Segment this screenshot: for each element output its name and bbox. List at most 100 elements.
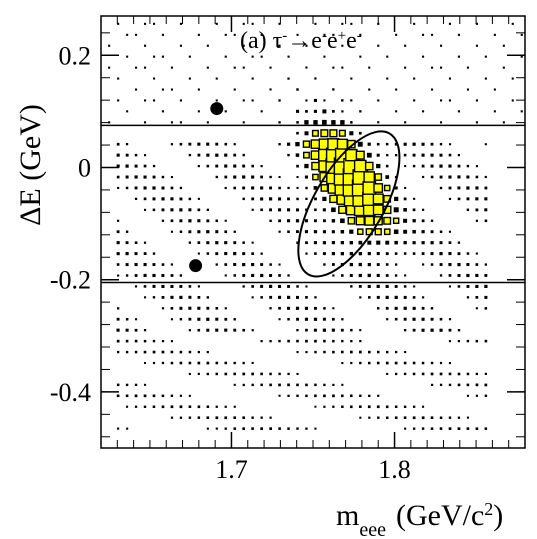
mc-box	[373, 183, 384, 193]
mc-box	[340, 252, 344, 256]
mc-box	[188, 416, 192, 419]
mc-box	[332, 263, 335, 266]
mc-box	[502, 44, 505, 47]
mc-box	[242, 361, 245, 365]
mc-box	[331, 328, 335, 332]
mc-box	[403, 361, 407, 365]
mc-box	[403, 295, 407, 299]
mc-box	[233, 175, 237, 179]
mc-box	[493, 110, 496, 113]
mc-box	[170, 416, 174, 419]
mc-box	[323, 99, 326, 102]
mc-box	[350, 77, 353, 80]
mc-box	[484, 219, 488, 223]
mc-box	[295, 153, 300, 157]
mc-box	[314, 296, 317, 299]
mc-box	[224, 416, 228, 420]
mc-box	[448, 416, 452, 419]
mc-box	[349, 229, 354, 234]
mc-box	[368, 416, 371, 419]
mc-box	[368, 394, 371, 397]
mc-box	[404, 66, 407, 69]
mc-box	[393, 229, 399, 234]
mc-box	[278, 176, 281, 179]
mc-box	[484, 427, 488, 430]
mc-box	[296, 329, 299, 332]
mc-box	[143, 405, 147, 408]
mc-box	[153, 55, 156, 58]
mc-box	[125, 318, 129, 321]
annotation-e2: e	[327, 28, 338, 54]
mc-box	[421, 241, 425, 245]
mc-box	[367, 142, 371, 146]
mc-box	[242, 372, 246, 376]
mc-box	[287, 208, 291, 212]
mc-box	[125, 339, 129, 343]
mc-box	[475, 44, 478, 47]
mc-box	[448, 340, 451, 343]
mc-box	[125, 328, 129, 332]
mc-box	[134, 252, 138, 256]
mc-box	[251, 372, 254, 376]
mc-box	[412, 208, 416, 212]
mc-box	[475, 284, 479, 288]
mc-box	[457, 427, 461, 430]
mc-box	[143, 339, 147, 343]
mc-box	[116, 263, 120, 266]
mc-box	[359, 340, 362, 343]
mc-box	[358, 273, 362, 278]
mc-box	[448, 383, 452, 387]
mc-box	[457, 274, 461, 277]
mc-box	[457, 416, 461, 419]
mc-box	[242, 263, 246, 267]
mc-box	[440, 66, 443, 69]
mc-box	[349, 252, 353, 256]
mc-box	[341, 339, 344, 343]
mc-box	[439, 328, 443, 332]
mc-box	[170, 361, 174, 365]
mc-box	[242, 274, 246, 277]
mc-box	[349, 241, 353, 245]
mc-box	[304, 219, 308, 223]
mc-box	[242, 175, 246, 179]
mc-box	[188, 317, 192, 321]
mc-box	[269, 66, 272, 69]
mc-box	[287, 318, 290, 321]
mc-box	[152, 252, 156, 255]
mc-box	[116, 230, 120, 234]
y-tick-label: 0	[78, 153, 91, 182]
mc-box	[475, 121, 478, 124]
mc-box	[367, 284, 371, 288]
mc-box	[143, 329, 147, 332]
mc-box	[422, 55, 425, 58]
mc-box	[161, 405, 165, 409]
mc-box	[430, 372, 434, 376]
mc-box	[251, 22, 254, 25]
mc-box	[296, 427, 299, 430]
mc-box	[287, 383, 290, 387]
mc-box	[404, 351, 407, 354]
mc-box	[341, 99, 344, 102]
mc-box	[251, 361, 254, 364]
mc-box	[314, 427, 317, 430]
mc-box	[206, 296, 209, 299]
mc-box	[457, 329, 461, 332]
mc-box	[170, 176, 173, 179]
mc-box	[520, 33, 523, 36]
mc-box	[403, 252, 407, 255]
mc-box	[179, 44, 182, 47]
mc-box	[403, 416, 407, 419]
mc-box	[413, 427, 416, 430]
mc-box	[260, 197, 264, 201]
mc-box	[484, 186, 488, 190]
mc-box	[363, 171, 376, 183]
mc-box	[188, 142, 192, 146]
mc-box	[260, 208, 263, 212]
mc-box	[251, 252, 254, 255]
mc-box	[233, 143, 236, 146]
mc-box	[466, 296, 470, 299]
mc-box	[430, 307, 434, 310]
mc-box	[143, 285, 147, 288]
mc-box	[278, 274, 281, 277]
